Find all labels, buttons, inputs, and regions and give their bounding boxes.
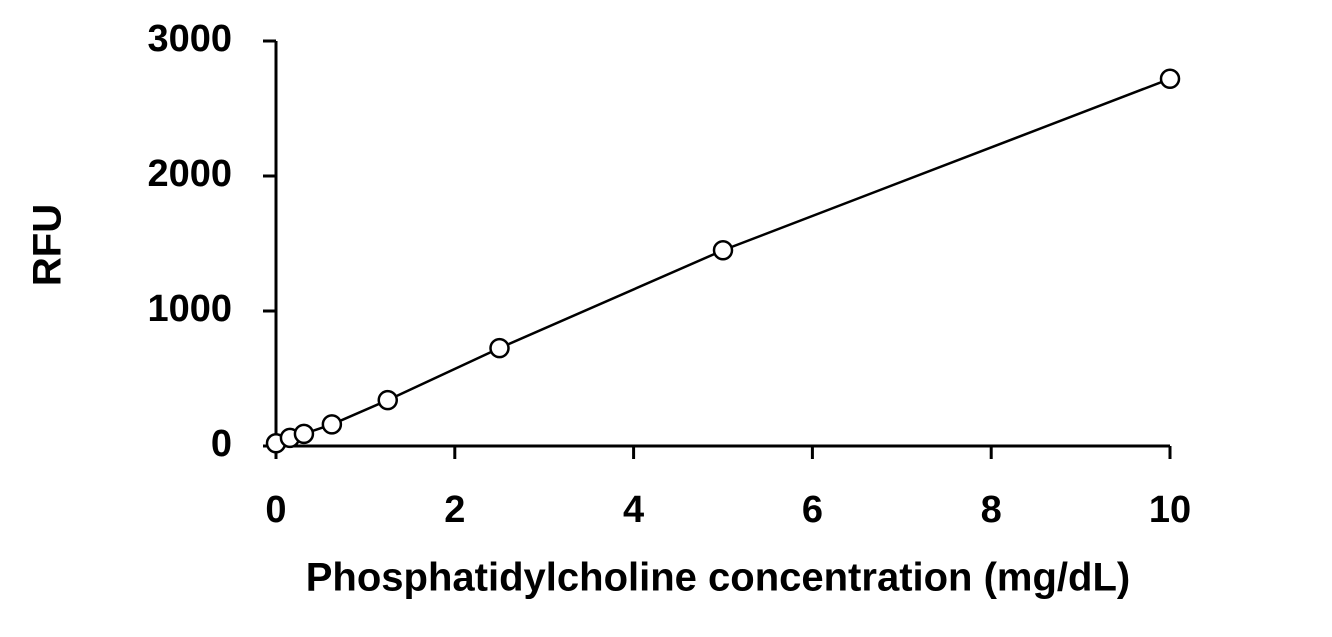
x-tick-label: 2 bbox=[444, 489, 465, 531]
y-axis-label: RFU bbox=[26, 204, 70, 286]
x-axis-label: Phosphatidylcholine concentration (mg/dL… bbox=[306, 556, 1130, 600]
point bbox=[293, 423, 315, 445]
y-tick-label: 1000 bbox=[147, 288, 232, 330]
x-tick-label: 10 bbox=[1149, 489, 1191, 531]
point bbox=[321, 414, 343, 435]
y-tick-label: 3000 bbox=[147, 18, 232, 60]
x-tick-label: 0 bbox=[265, 489, 286, 531]
x-tick-label: 4 bbox=[623, 489, 644, 531]
point bbox=[377, 389, 398, 411]
point bbox=[1159, 68, 1181, 90]
point bbox=[712, 240, 734, 261]
x-tick-label: 6 bbox=[802, 489, 823, 531]
point bbox=[489, 337, 510, 359]
y-tick-label: 0 bbox=[211, 423, 232, 465]
fit-line bbox=[275, 77, 1171, 445]
x-tick-label: 8 bbox=[981, 489, 1002, 531]
y-tick-label: 2000 bbox=[147, 153, 232, 195]
